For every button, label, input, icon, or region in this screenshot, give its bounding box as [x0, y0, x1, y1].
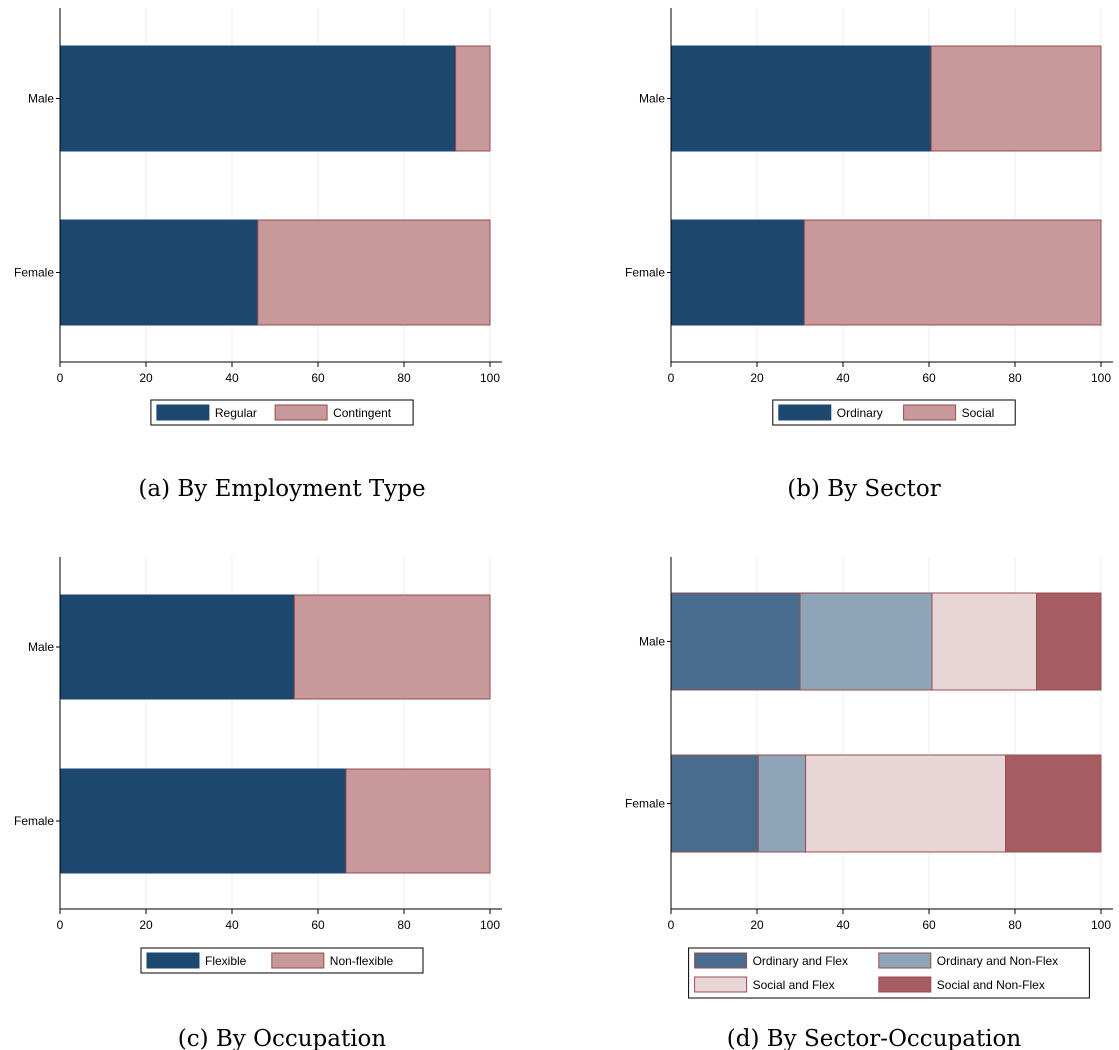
bar-female-series-2: [757, 754, 807, 853]
x-tick-label: 60: [311, 918, 325, 932]
bar-male-series-2: [799, 592, 933, 691]
x-tick-label: 20: [750, 371, 764, 385]
x-tick-label: 80: [1008, 371, 1022, 385]
chart-panel-3: Male Female 0 20 40 60 80 100 Flexible Non-flexib…: [14, 557, 502, 1050]
category-label: Female: [14, 814, 54, 828]
legend-swatch: [271, 952, 325, 969]
bar-male-series-2: [930, 45, 1102, 152]
panel-caption: (d) By Sector-Occupation: [727, 1026, 1022, 1050]
bar-male-series-1: [59, 45, 457, 152]
legend: Ordinary Social: [772, 399, 1016, 426]
legend-swatch: [778, 404, 832, 421]
x-tick-label: 80: [397, 918, 411, 932]
panel-caption: (b) By Sector: [787, 476, 941, 502]
x-tick-label: 100: [1091, 918, 1111, 932]
bar-female-series-2: [803, 219, 1102, 326]
legend-swatch: [903, 404, 957, 421]
category-label: Female: [14, 266, 54, 280]
bar-female-series-1: [670, 219, 805, 326]
category-label: Male: [639, 635, 665, 649]
legend-label: Social and Non-Flex: [937, 978, 1045, 992]
x-tick-label: 40: [836, 371, 850, 385]
x-tick-label: 80: [397, 371, 411, 385]
x-tick-label: 100: [1091, 371, 1111, 385]
bar-male-series-3: [931, 592, 1038, 691]
legend-label: Ordinary and Non-Flex: [937, 954, 1058, 968]
bar-female-series-2: [345, 768, 491, 874]
x-tick-label: 60: [922, 371, 936, 385]
chart-panel-1: Male Female 0 20 40 60 80 100 Regular Contingent (…: [14, 8, 502, 502]
legend-label: Ordinary and Flex: [753, 954, 848, 968]
legend-swatch: [156, 404, 210, 421]
legend-label: Regular: [215, 406, 257, 420]
legend-label: Non-flexible: [330, 954, 394, 968]
x-tick-label: 0: [668, 371, 675, 385]
x-tick-label: 40: [225, 371, 239, 385]
bar-female-series-1: [59, 219, 259, 326]
x-tick-label: 20: [139, 371, 153, 385]
panel-caption: (c) By Occupation: [178, 1026, 387, 1050]
category-label: Male: [28, 92, 54, 106]
category-label: Female: [625, 266, 665, 280]
legend-label: Social and Flex: [753, 978, 835, 992]
legend-swatch: [274, 404, 328, 421]
x-tick-label: 100: [480, 371, 500, 385]
category-label: Male: [639, 92, 665, 106]
x-tick-label: 20: [750, 918, 764, 932]
x-tick-label: 40: [225, 918, 239, 932]
legend-swatch: [694, 952, 748, 969]
category-label: Female: [625, 797, 665, 811]
x-tick-label: 100: [480, 918, 500, 932]
legend-swatch: [878, 976, 932, 993]
legend-label: Ordinary: [837, 406, 883, 420]
x-tick-label: 0: [57, 371, 64, 385]
legend-swatch: [146, 952, 200, 969]
legend-swatch: [878, 952, 932, 969]
x-tick-label: 0: [57, 918, 64, 932]
x-tick-label: 60: [922, 918, 936, 932]
bar-male-series-4: [1036, 592, 1102, 691]
bar-female-series-4: [1005, 754, 1102, 853]
bar-male-series-1: [670, 592, 801, 691]
x-tick-label: 40: [836, 918, 850, 932]
legend-swatch: [694, 976, 748, 993]
legend-label: Flexible: [205, 954, 247, 968]
bar-male-series-2: [293, 594, 491, 700]
bar-female-series-1: [59, 768, 347, 874]
x-tick-label: 80: [1008, 918, 1022, 932]
bar-male-series-1: [670, 45, 932, 152]
category-label: Male: [28, 640, 54, 654]
x-tick-label: 20: [139, 918, 153, 932]
panel-caption: (a) By Employment Type: [138, 476, 425, 502]
bar-male-series-1: [59, 594, 295, 700]
bar-female-series-3: [805, 754, 1007, 853]
legend: Ordinary and Flex Ordinary and Non-Flex So…: [688, 947, 1090, 999]
x-tick-label: 60: [311, 371, 325, 385]
legend: Flexible Non-flexible: [140, 947, 424, 974]
bar-male-series-2: [455, 45, 491, 152]
x-tick-label: 0: [668, 918, 675, 932]
bar-female-series-2: [257, 219, 491, 326]
legend-label: Social: [962, 406, 995, 420]
bar-female-series-1: [670, 754, 759, 853]
legend: Regular Contingent: [150, 399, 414, 426]
chart-panel-2: Male Female 0 20 40 60 80 100 Ordinary Social (b) …: [625, 8, 1113, 502]
legend-label: Contingent: [333, 406, 392, 420]
